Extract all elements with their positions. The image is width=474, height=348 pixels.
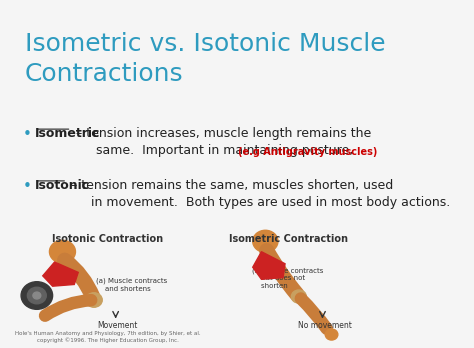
Circle shape: [86, 293, 102, 307]
Text: – tension increases, muscle length remains the
      same.  Important in maintai: – tension increases, muscle length remai…: [72, 127, 371, 157]
Circle shape: [49, 240, 75, 263]
FancyArrowPatch shape: [45, 300, 91, 316]
FancyArrowPatch shape: [267, 251, 297, 294]
Text: Movement: Movement: [98, 321, 138, 330]
Circle shape: [325, 329, 338, 340]
Circle shape: [33, 292, 41, 299]
Circle shape: [292, 290, 306, 303]
Text: •: •: [23, 179, 32, 194]
Text: Hole's Human Anatomy and Physiology, 7th edition, by Shier, et al.
copyright ©19: Hole's Human Anatomy and Physiology, 7th…: [15, 331, 201, 343]
Text: Isometric: Isometric: [35, 127, 100, 140]
Text: •: •: [23, 127, 32, 142]
Text: (e.g Antigravity muscles): (e.g Antigravity muscles): [238, 148, 377, 157]
FancyArrowPatch shape: [301, 299, 327, 329]
Polygon shape: [253, 252, 285, 279]
Text: Isotonic Contraction: Isotonic Contraction: [52, 235, 164, 244]
Text: (b) Muscle contracts
    but does not
    shorten: (b) Muscle contracts but does not shorte…: [252, 267, 323, 289]
Text: Isometric vs. Isotonic Muscle
Contractions: Isometric vs. Isotonic Muscle Contractio…: [25, 32, 386, 86]
Text: Isotonic: Isotonic: [35, 179, 90, 192]
Text: (a) Muscle contracts
    and shortens: (a) Muscle contracts and shortens: [96, 278, 167, 292]
Polygon shape: [43, 262, 78, 286]
Text: Isometric Contraction: Isometric Contraction: [229, 235, 348, 244]
FancyArrowPatch shape: [64, 260, 93, 298]
Text: – tension remains the same, muscles shorten, used
      in movement.  Both types: – tension remains the same, muscles shor…: [67, 179, 450, 209]
FancyBboxPatch shape: [0, 0, 399, 348]
Circle shape: [253, 230, 278, 252]
Circle shape: [21, 282, 53, 309]
Text: No movement: No movement: [298, 321, 351, 330]
Circle shape: [27, 287, 46, 304]
